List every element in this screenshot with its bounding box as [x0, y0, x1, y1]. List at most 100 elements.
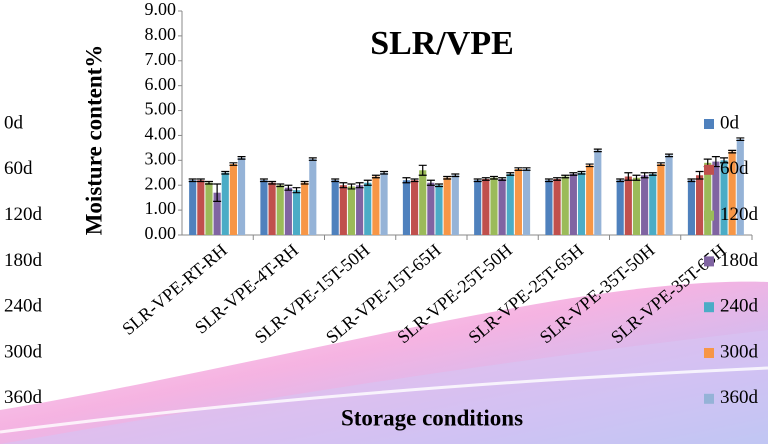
y-tick-label: 6.00 [145, 74, 177, 94]
legend-label: 300d [4, 341, 43, 362]
error-bar [514, 167, 523, 171]
bar [260, 180, 268, 235]
error-bar [363, 179, 372, 186]
y-tick-label: 7.00 [145, 49, 177, 69]
legend-label: 360d [4, 387, 43, 408]
bar [657, 164, 665, 235]
error-bar [473, 178, 482, 183]
legend-label: 60d [720, 158, 749, 179]
error-bar [213, 183, 222, 202]
error-bar [188, 178, 197, 183]
bar [624, 176, 632, 235]
bar [514, 169, 522, 235]
bar [506, 174, 514, 235]
legend-swatch [704, 119, 714, 129]
error-bar [577, 170, 586, 175]
error-bar [665, 153, 674, 158]
y-tick-label: 9.00 [145, 0, 177, 19]
error-bar [632, 174, 641, 181]
bar [545, 180, 553, 235]
bar [301, 182, 309, 235]
error-bar [451, 173, 460, 178]
bar [665, 155, 673, 235]
error-bar [426, 179, 435, 186]
bar [284, 187, 292, 235]
error-bar [292, 187, 301, 194]
error-bar [553, 177, 562, 181]
bar [339, 185, 347, 235]
legend-label: 300d [720, 341, 759, 362]
error-bar [648, 172, 657, 176]
bar [443, 177, 451, 235]
error-bar [204, 180, 213, 185]
error-bar [481, 177, 490, 181]
bar [189, 180, 197, 235]
bar [213, 192, 221, 235]
error-bar [720, 157, 729, 164]
legend-swatch [704, 164, 714, 175]
error-bar [229, 162, 238, 166]
bar [197, 180, 205, 235]
error-bar [380, 170, 389, 175]
bar [411, 180, 419, 235]
error-bar [259, 178, 268, 183]
legend-swatch [704, 256, 714, 267]
error-bar [585, 163, 594, 168]
legend-label: 120d [4, 204, 43, 225]
error-bar [308, 157, 317, 161]
bar [474, 180, 482, 235]
error-bar [616, 178, 625, 183]
error-bar [237, 156, 246, 160]
error-bar [656, 162, 665, 166]
error-bar [569, 172, 578, 176]
legend-swatch [704, 302, 714, 313]
bar [268, 182, 276, 235]
bar [221, 172, 229, 235]
chart-title: SLR/VPE [370, 25, 514, 62]
bar [641, 175, 649, 235]
background-swirl [0, 366, 768, 434]
error-bar [410, 178, 419, 183]
error-bar [300, 180, 309, 185]
bar [380, 172, 388, 235]
error-bar [284, 184, 293, 191]
bar [696, 175, 704, 235]
bar [427, 182, 435, 235]
bar [356, 185, 364, 235]
y-tick-label: 8.00 [145, 24, 177, 44]
error-bar [268, 180, 277, 185]
error-bar [506, 172, 515, 176]
y-tick-label: 4.00 [145, 124, 177, 144]
error-bar [624, 172, 633, 181]
bar [632, 177, 641, 235]
error-bar [498, 177, 507, 181]
error-bar [347, 183, 356, 190]
bar [229, 164, 237, 235]
error-bar [355, 182, 364, 189]
legend-label: 180d [4, 250, 43, 271]
bar [561, 176, 569, 235]
y-tick-label: 2.00 [145, 173, 177, 193]
error-bar [593, 148, 602, 153]
y-tick-label: 5.00 [145, 99, 177, 119]
error-bar [221, 170, 230, 175]
bar [402, 180, 411, 235]
error-bar [640, 172, 649, 179]
bar [736, 139, 744, 235]
bar [419, 170, 427, 235]
bar [292, 190, 301, 235]
bar [712, 161, 720, 235]
bar [720, 160, 728, 235]
error-bar [443, 175, 452, 180]
y-tick-label: 1.00 [145, 198, 177, 218]
legend-swatch [704, 393, 714, 404]
error-bar [561, 174, 570, 179]
bar [522, 169, 531, 235]
background-swirl [0, 330, 768, 444]
error-bar [418, 164, 427, 176]
legend-label: 60d [4, 158, 33, 179]
legend-label: 120d [720, 204, 759, 225]
legend-label: 0d [4, 112, 24, 133]
bar [687, 180, 696, 235]
